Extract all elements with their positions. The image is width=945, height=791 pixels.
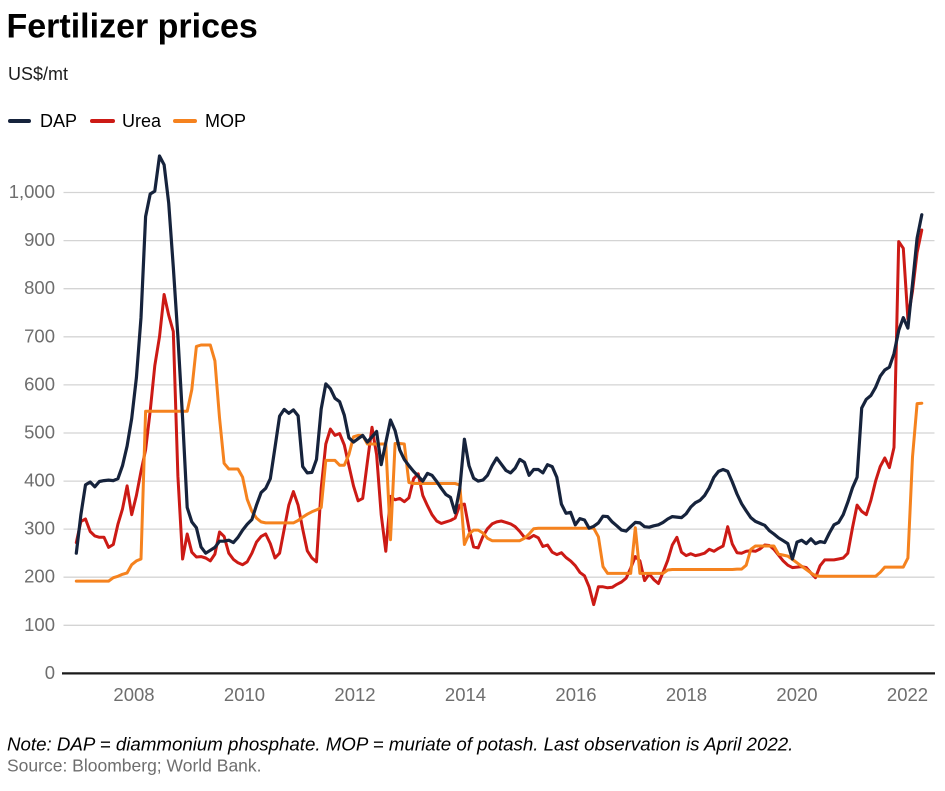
svg-text:US$/mt: US$/mt [8,64,68,84]
svg-text:Note: DAP = diammonium phospha: Note: DAP = diammonium phosphate. MOP = … [7,734,793,755]
svg-text:2020: 2020 [776,684,817,705]
svg-text:800: 800 [24,277,55,298]
svg-text:2008: 2008 [113,684,154,705]
svg-text:200: 200 [24,566,55,587]
svg-text:2016: 2016 [555,684,596,705]
svg-text:Fertilizer prices: Fertilizer prices [7,8,258,46]
svg-text:2018: 2018 [666,684,707,705]
svg-text:2012: 2012 [334,684,375,705]
svg-text:100: 100 [24,614,55,635]
svg-text:1,000: 1,000 [9,181,55,202]
svg-text:Urea: Urea [122,111,162,131]
svg-text:500: 500 [24,422,55,443]
svg-text:DAP: DAP [40,111,77,131]
svg-text:900: 900 [24,229,55,250]
svg-text:300: 300 [24,518,55,539]
svg-text:700: 700 [24,325,55,346]
svg-text:0: 0 [45,662,55,683]
svg-text:600: 600 [24,373,55,394]
svg-text:MOP: MOP [205,111,246,131]
svg-text:2022: 2022 [887,684,928,705]
svg-text:2014: 2014 [445,684,486,705]
svg-text:Source: Bloomberg; World Bank.: Source: Bloomberg; World Bank. [7,756,262,776]
svg-text:400: 400 [24,470,55,491]
svg-text:2010: 2010 [224,684,265,705]
